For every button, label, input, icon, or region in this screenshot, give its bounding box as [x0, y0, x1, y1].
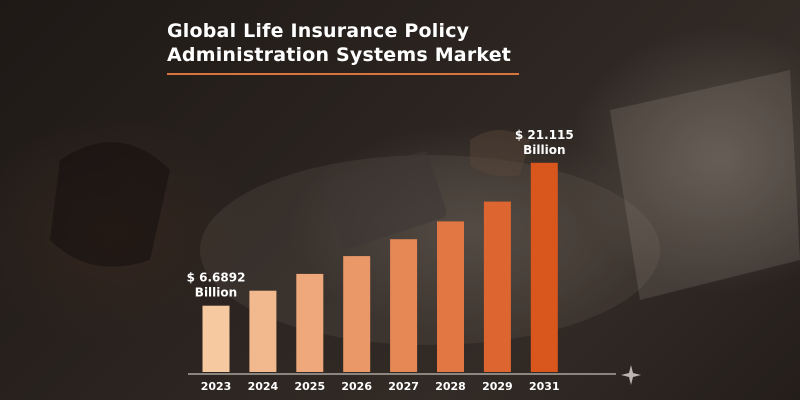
- title-underline: [167, 73, 519, 75]
- bar-2025: [296, 273, 324, 372]
- bar-2026: [343, 256, 371, 372]
- chart-title-line-2: Administration Systems Market: [167, 44, 512, 66]
- bar-2024: [249, 290, 277, 372]
- x-tick-label-2029: 2029: [482, 380, 513, 393]
- x-tick-label-2027: 2027: [388, 380, 419, 393]
- background-hand-shape: [470, 130, 530, 177]
- data-label-2023-line-2: Billion: [195, 286, 237, 300]
- x-tick-label-2028: 2028: [435, 380, 466, 393]
- bar-2029: [483, 201, 511, 372]
- x-tick-label-2025: 2025: [294, 380, 325, 393]
- x-tick-label-2031: 2031: [529, 380, 560, 393]
- bars-layer: [202, 162, 558, 372]
- bar-2028: [437, 221, 464, 372]
- sparkle-icon: [621, 365, 641, 385]
- background-tablet-shape: [323, 151, 447, 249]
- data-label-2023-line-1: $ 6.6892: [187, 271, 246, 285]
- x-tick-label-2024: 2024: [248, 380, 279, 393]
- labels-layer: 2023 2024 2025 2026 2027 2028 2029 2031 $ 6.6892…: [187, 128, 574, 393]
- x-tick-label-2026: 2026: [341, 380, 372, 393]
- data-label-2031-line-2: Billion: [523, 143, 565, 157]
- bar-2023: [202, 305, 230, 372]
- chart-title-line-1: Global Life Insurance Policy: [167, 20, 470, 42]
- bar-2031: [530, 162, 558, 372]
- x-tick-label-2023: 2023: [201, 380, 232, 393]
- background-person-shape: [50, 142, 170, 267]
- bar-2027: [390, 239, 418, 372]
- background-paper-shape: [610, 70, 800, 300]
- data-label-2031-line-1: $ 21.115: [515, 128, 574, 142]
